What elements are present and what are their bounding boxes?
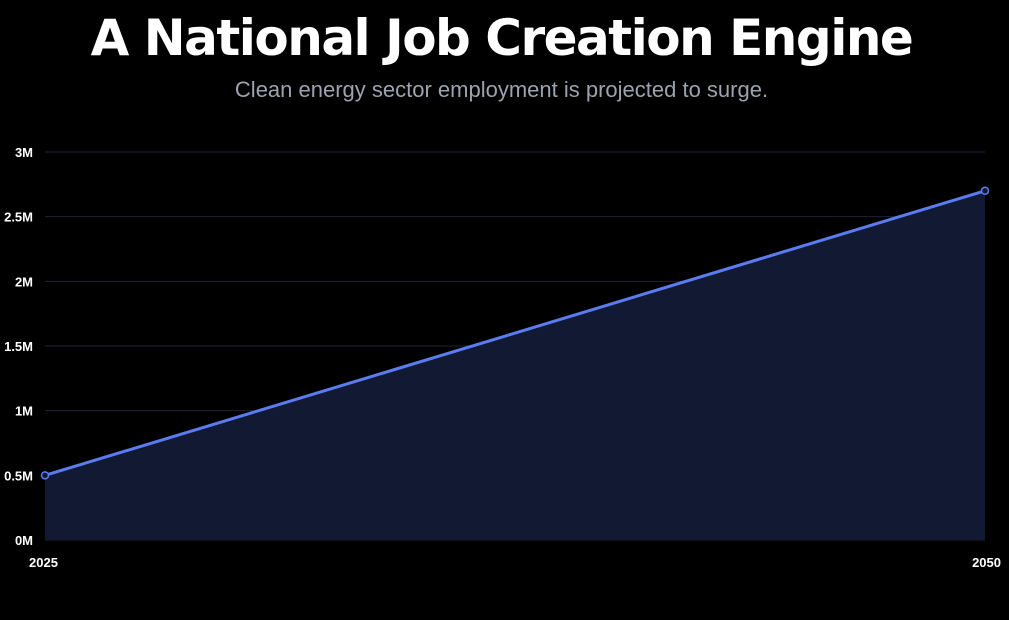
y-tick-label: 2M — [15, 274, 33, 289]
data-point — [980, 186, 990, 196]
x-tick-label: 2050 — [972, 555, 1001, 570]
y-tick-label: 3M — [15, 145, 33, 160]
series-area — [45, 190, 985, 541]
data-point — [40, 471, 50, 480]
page-subtitle: Clean energy sector employment is projec… — [234, 77, 769, 102]
x-tick-label: 2025 — [29, 555, 58, 570]
series-line-layer — [44, 189, 986, 477]
series-line — [44, 189, 986, 477]
y-tick-label: 2.5M — [4, 210, 33, 225]
page-title: A National Job Creation Engine — [90, 9, 914, 67]
y-tick-label: 0.5M — [4, 468, 33, 483]
y-tick-label: 1M — [15, 404, 33, 419]
y-tick-label: 1.5M — [4, 339, 33, 354]
data-points-layer — [40, 186, 990, 480]
x-axis-ticks: 2025 2050 — [29, 555, 1001, 570]
series-area-layer — [45, 190, 985, 541]
y-axis-ticks: 0M 0.5M 1M 1.5M 2M 2.5M 3M — [4, 145, 33, 548]
y-tick-label: 0M — [15, 533, 33, 548]
